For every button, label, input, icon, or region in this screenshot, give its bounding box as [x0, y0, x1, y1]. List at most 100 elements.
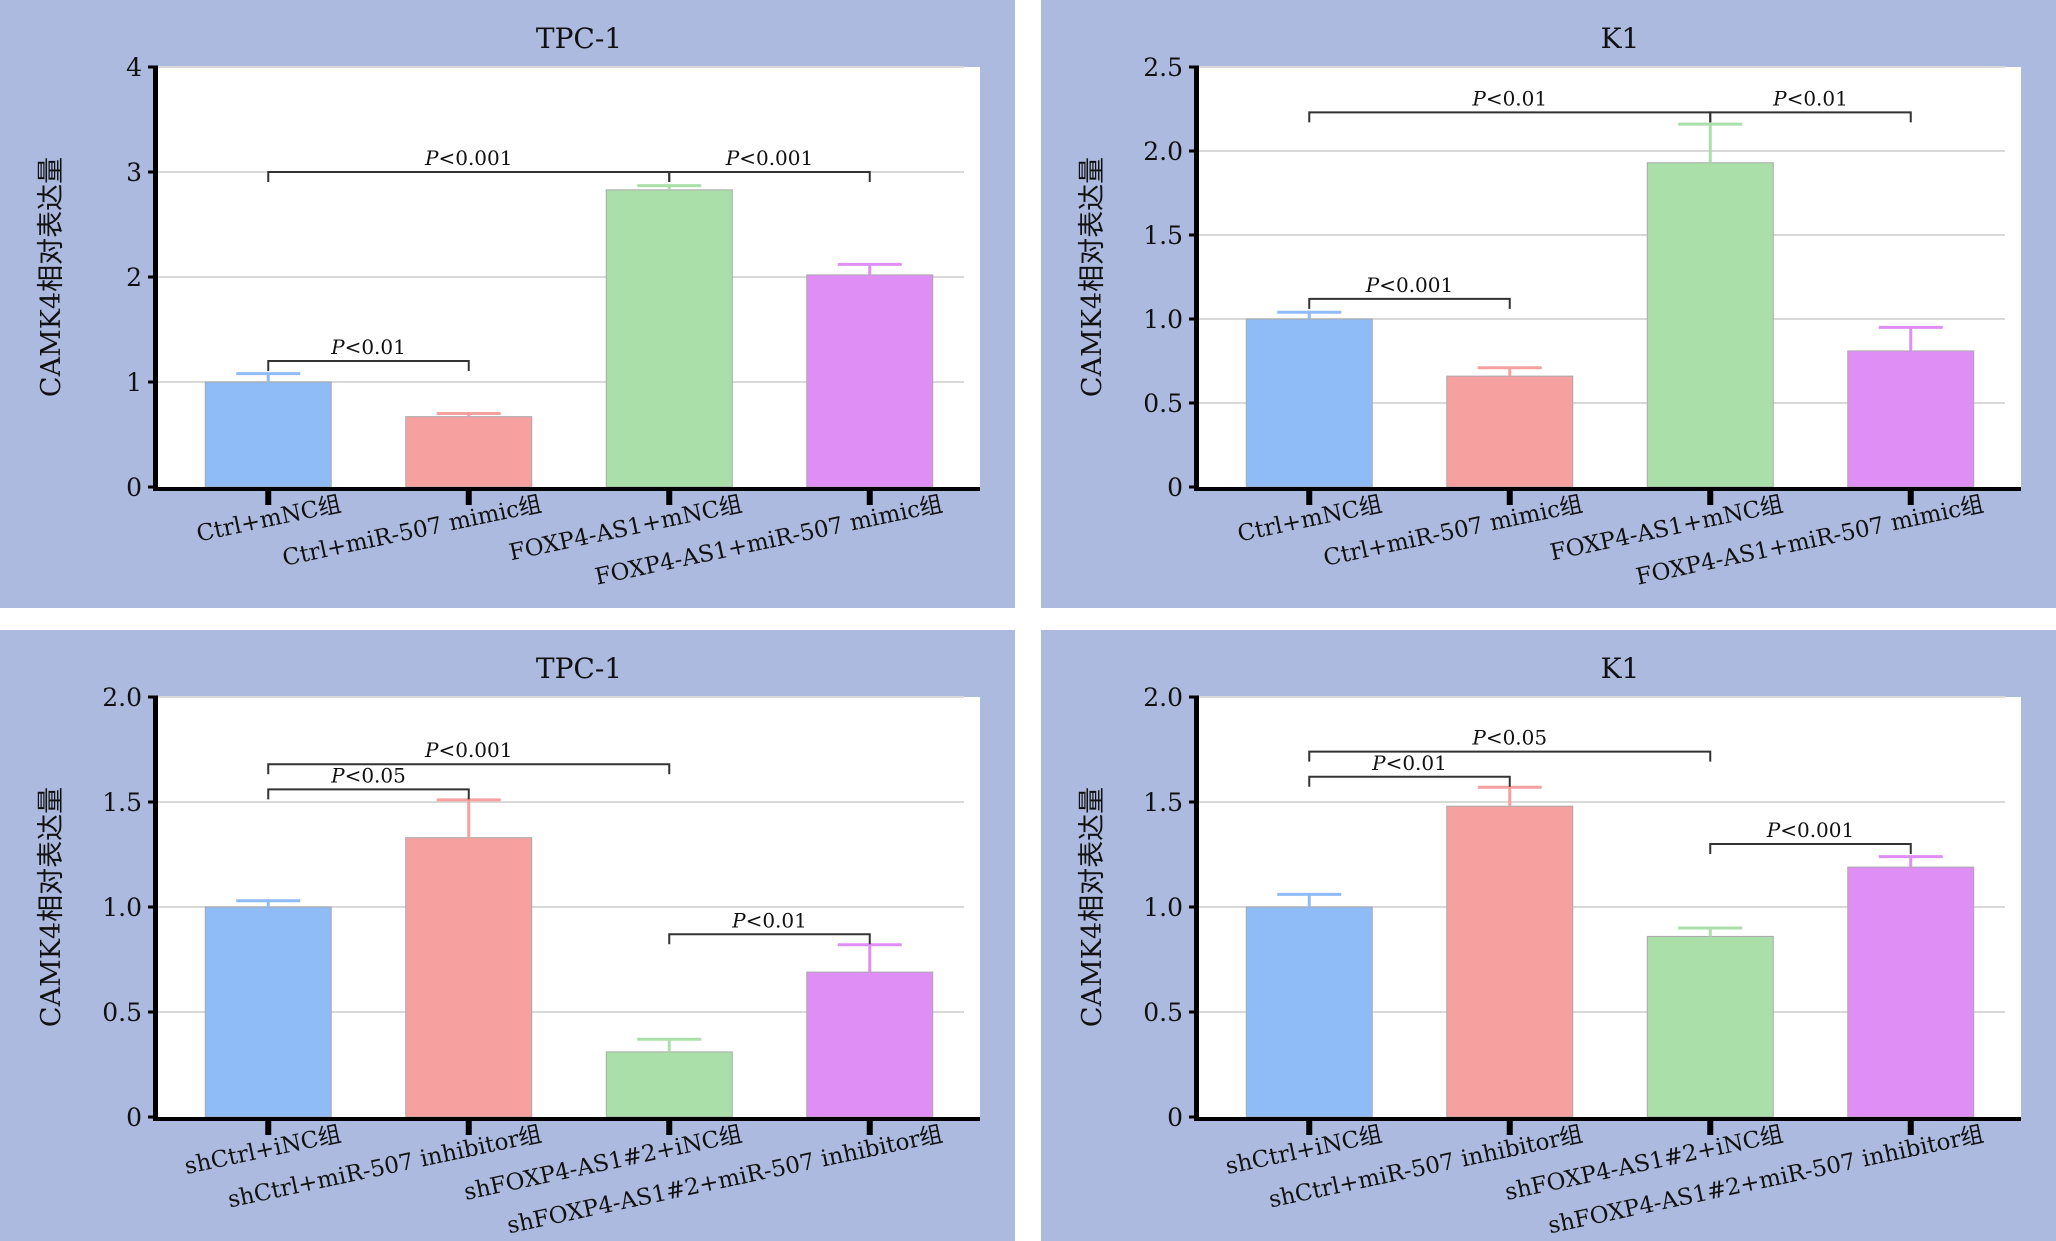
y-tick-label: 0.5	[1143, 389, 1183, 418]
y-axis-line	[1194, 697, 1199, 1121]
bar	[1446, 805, 1574, 1118]
y-tick-label: 0	[126, 473, 142, 502]
y-tick-label: 2	[126, 263, 142, 292]
y-tick-label: 4	[126, 53, 142, 82]
chart-panel-1: K1 CAMK4相对表达量 0 0.5 1.0 1.5 2.0 2.5 Ctrl+mNC组 Ctr…	[1041, 0, 2056, 608]
bar-chart-0: TPC-1CAMK4相对表达量01234Ctrl+mNC组Ctrl+miR-50…	[36, 22, 980, 591]
bar	[204, 906, 332, 1118]
chart-panel-2: TPC-1 CAMK4相对表达量 0 0.5 1.0 1.5 2.0 shCtrl+iNC组 s…	[0, 630, 1015, 1241]
significance-label: P<0.001	[725, 146, 813, 170]
chart-title: TPC-1	[536, 22, 622, 55]
y-tick-label: 0	[1167, 1103, 1183, 1132]
significance-bracket	[1308, 297, 1511, 309]
significance-bracket	[1709, 843, 1912, 854]
x-tick-mark	[1707, 491, 1714, 505]
x-axis-line	[1194, 1117, 2021, 1121]
x-tick-mark	[1907, 491, 1914, 505]
x-tick-mark	[465, 491, 472, 505]
y-tick-label: 0.5	[1143, 998, 1183, 1027]
y-tick-label: 2.0	[102, 683, 142, 712]
bar	[1446, 375, 1574, 488]
x-tick-mark	[465, 1121, 472, 1135]
y-axis-line	[1194, 67, 1199, 491]
y-tick-label: 2.5	[1143, 53, 1183, 82]
bar	[1245, 906, 1373, 1118]
y-axis-label: CAMK4相对表达量	[1077, 787, 1108, 1027]
y-tick-label: 0.5	[102, 998, 142, 1027]
significance-label: P<0.001	[424, 738, 512, 762]
y-tick-label: 0	[126, 1103, 142, 1132]
significance-label: P<0.01	[1371, 751, 1447, 775]
significance-label: P<0.01	[731, 908, 807, 932]
bar-chart-1: K1CAMK4相对表达量00.51.01.52.02.5Ctrl+mNC组Ctr…	[1077, 22, 2021, 591]
y-tick-label: 2.0	[1143, 683, 1183, 712]
bar-chart-3: K1CAMK4相对表达量00.51.01.52.0shCtrl+iNC组shCt…	[1077, 652, 2021, 1239]
x-tick-mark	[1506, 491, 1513, 505]
significance-bracket	[267, 763, 671, 775]
significance-bracket	[1308, 750, 1712, 762]
significance-label: P<0.001	[1365, 273, 1453, 297]
significance-bracket	[668, 933, 871, 945]
bar	[204, 381, 332, 488]
x-tick-mark	[666, 491, 673, 505]
bar	[1646, 162, 1774, 488]
y-tick-label: 1.0	[1143, 893, 1183, 922]
significance-bracket	[1709, 111, 1912, 123]
y-axis-label: CAMK4相对表达量	[1077, 157, 1108, 397]
significance-bracket	[267, 788, 470, 800]
chart-title: K1	[1601, 22, 1640, 55]
chart-panel-0: TPC-1 CAMK4相对表达量 0 1 2 3 4 Ctrl+mNC组 Ctrl+miR-50…	[0, 0, 1015, 608]
x-tick-mark	[1707, 1121, 1714, 1135]
y-tick-label: 0	[1167, 473, 1183, 502]
y-axis-line	[153, 67, 158, 491]
y-tick-label: 2.0	[1143, 137, 1183, 166]
x-tick-mark	[265, 1121, 272, 1135]
significance-bracket	[267, 360, 470, 371]
bar-chart-2: TPC-1CAMK4相对表达量00.51.01.52.0shCtrl+iNC组s…	[36, 652, 980, 1239]
y-axis-line	[153, 697, 158, 1121]
x-tick-label: FOXP4-AS1+miR-507 mimic组	[1634, 491, 1986, 590]
x-tick-label: FOXP4-AS1+miR-507 mimic组	[593, 491, 945, 590]
x-tick-mark	[1506, 1121, 1513, 1135]
x-tick-mark	[1306, 491, 1313, 505]
y-axis-label: CAMK4相对表达量	[36, 157, 67, 397]
significance-label: P<0.01	[330, 335, 406, 359]
x-tick-mark	[1907, 1121, 1914, 1135]
x-axis-line	[1194, 487, 2021, 491]
bar	[806, 971, 934, 1118]
x-tick-mark	[265, 491, 272, 505]
significance-bracket	[668, 171, 871, 182]
chart-title: K1	[1601, 652, 1640, 685]
bar	[1245, 318, 1373, 488]
significance-label: P<0.05	[1471, 726, 1547, 750]
x-tick-mark	[866, 491, 873, 505]
y-tick-label: 1.0	[1143, 305, 1183, 334]
bar	[1646, 935, 1774, 1118]
bar	[1847, 866, 1975, 1118]
y-tick-label: 1	[126, 368, 142, 397]
significance-label: P<0.01	[1772, 86, 1848, 110]
bar	[405, 416, 533, 488]
y-axis-label: CAMK4相对表达量	[36, 787, 67, 1027]
x-tick-mark	[666, 1121, 673, 1135]
y-tick-label: 1.5	[102, 788, 142, 817]
y-tick-label: 1.5	[1143, 788, 1183, 817]
chart-panel-3: K1 CAMK4相对表达量 0 0.5 1.0 1.5 2.0 shCtrl+iNC组 shCt…	[1041, 630, 2056, 1241]
significance-label: P<0.001	[424, 146, 512, 170]
significance-label: P<0.05	[330, 763, 406, 787]
x-axis-line	[153, 487, 980, 491]
y-tick-label: 1.5	[1143, 221, 1183, 250]
significance-label: P<0.001	[1766, 818, 1854, 842]
significance-bracket	[1308, 775, 1511, 787]
bar	[1847, 350, 1975, 488]
bar	[605, 1051, 733, 1118]
significance-label: P<0.01	[1471, 86, 1547, 110]
bar	[405, 837, 533, 1118]
bar	[806, 274, 934, 488]
y-tick-label: 1.0	[102, 893, 142, 922]
x-tick-mark	[1306, 1121, 1313, 1135]
y-tick-label: 3	[126, 158, 142, 187]
x-axis-line	[153, 1117, 980, 1121]
chart-title: TPC-1	[536, 652, 622, 685]
x-tick-mark	[866, 1121, 873, 1135]
